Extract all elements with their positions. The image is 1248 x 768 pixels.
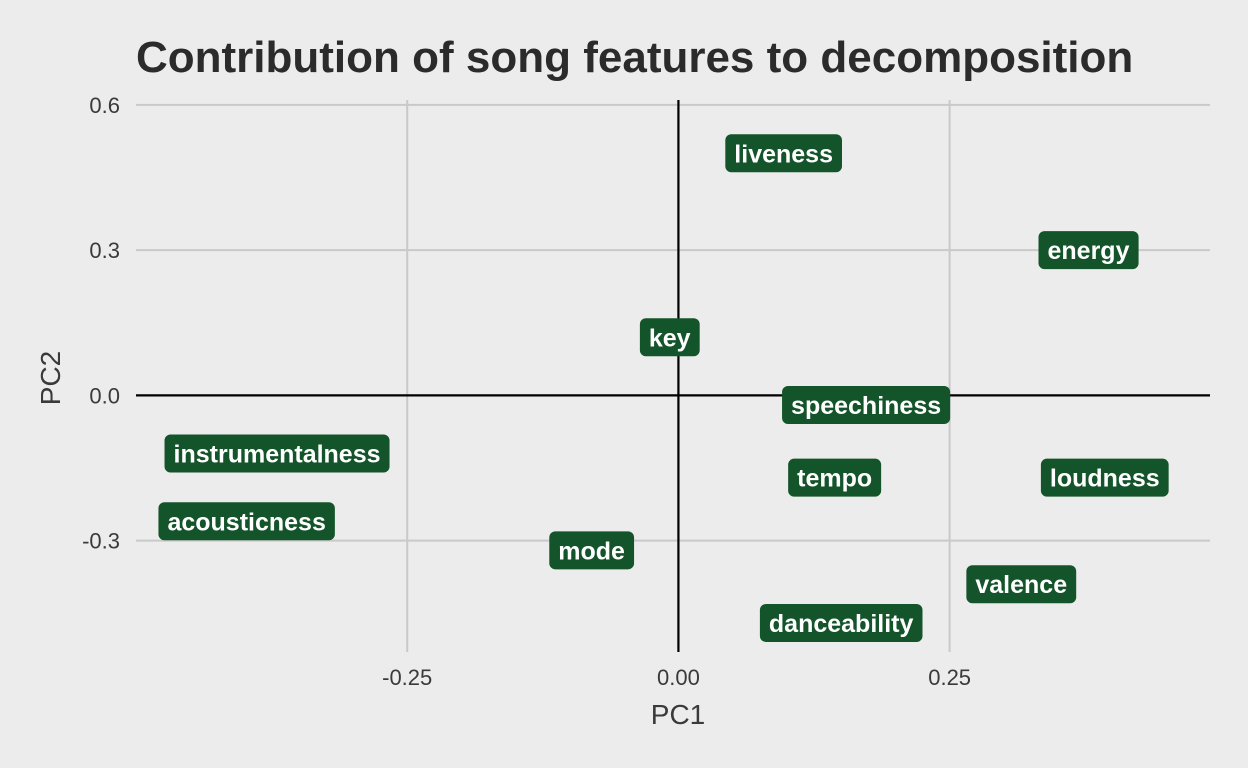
feature-label-valence: valence: [966, 565, 1077, 604]
label-box: [158, 502, 335, 541]
feature-label-mode: mode: [549, 531, 635, 570]
label-box: [1038, 231, 1139, 270]
x-tick-label: -0.25: [382, 665, 432, 690]
label-box: [782, 386, 951, 425]
y-tick-label: -0.3: [82, 529, 120, 554]
label-box: [966, 565, 1077, 604]
feature-label-energy: energy: [1038, 231, 1139, 270]
label-text: instrumentalness: [174, 440, 381, 468]
label-box: [725, 134, 842, 173]
reference-lines: [136, 100, 1210, 652]
chart-title: Contribution of song features to decompo…: [136, 33, 1133, 82]
label-text: liveness: [734, 140, 833, 168]
feature-label-acousticness: acousticness: [158, 502, 335, 541]
x-axis-title: PC1: [651, 699, 705, 730]
label-text: loudness: [1050, 465, 1160, 493]
feature-label-liveness: liveness: [725, 134, 842, 173]
feature-label-instrumentalness: instrumentalness: [164, 434, 390, 473]
y-tick-label: 0.0: [89, 383, 120, 408]
feature-label-speechiness: speechiness: [782, 386, 951, 425]
label-text: energy: [1048, 237, 1130, 265]
label-box: [639, 318, 700, 357]
label-text: acousticness: [167, 508, 325, 536]
label-box: [164, 434, 390, 473]
feature-label-loudness: loudness: [1040, 458, 1169, 497]
label-box: [788, 458, 882, 497]
y-axis-title: PC2: [35, 351, 66, 405]
label-text: mode: [558, 537, 625, 565]
feature-label-tempo: tempo: [788, 458, 882, 497]
feature-label-key: key: [639, 318, 700, 357]
label-text: tempo: [797, 465, 872, 493]
feature-label-danceability: danceability: [759, 603, 923, 642]
label-box: [759, 603, 923, 642]
label-text: speechiness: [791, 392, 941, 420]
label-box: [549, 531, 635, 570]
feature-labels: liveness energy key speechiness instrumental…: [158, 134, 1169, 642]
y-tick-label: 0.3: [89, 238, 120, 263]
x-tick-label: 0.25: [928, 665, 971, 690]
y-tick-label: 0.6: [89, 93, 120, 118]
label-box: [1040, 458, 1169, 497]
tick-labels: -0.25 0.00 0.25 -0.3 0.0 0.3 0.6: [82, 93, 971, 690]
label-text: valence: [975, 571, 1067, 599]
label-text: key: [649, 324, 691, 352]
label-text: danceability: [769, 610, 914, 638]
x-tick-label: 0.00: [657, 665, 700, 690]
